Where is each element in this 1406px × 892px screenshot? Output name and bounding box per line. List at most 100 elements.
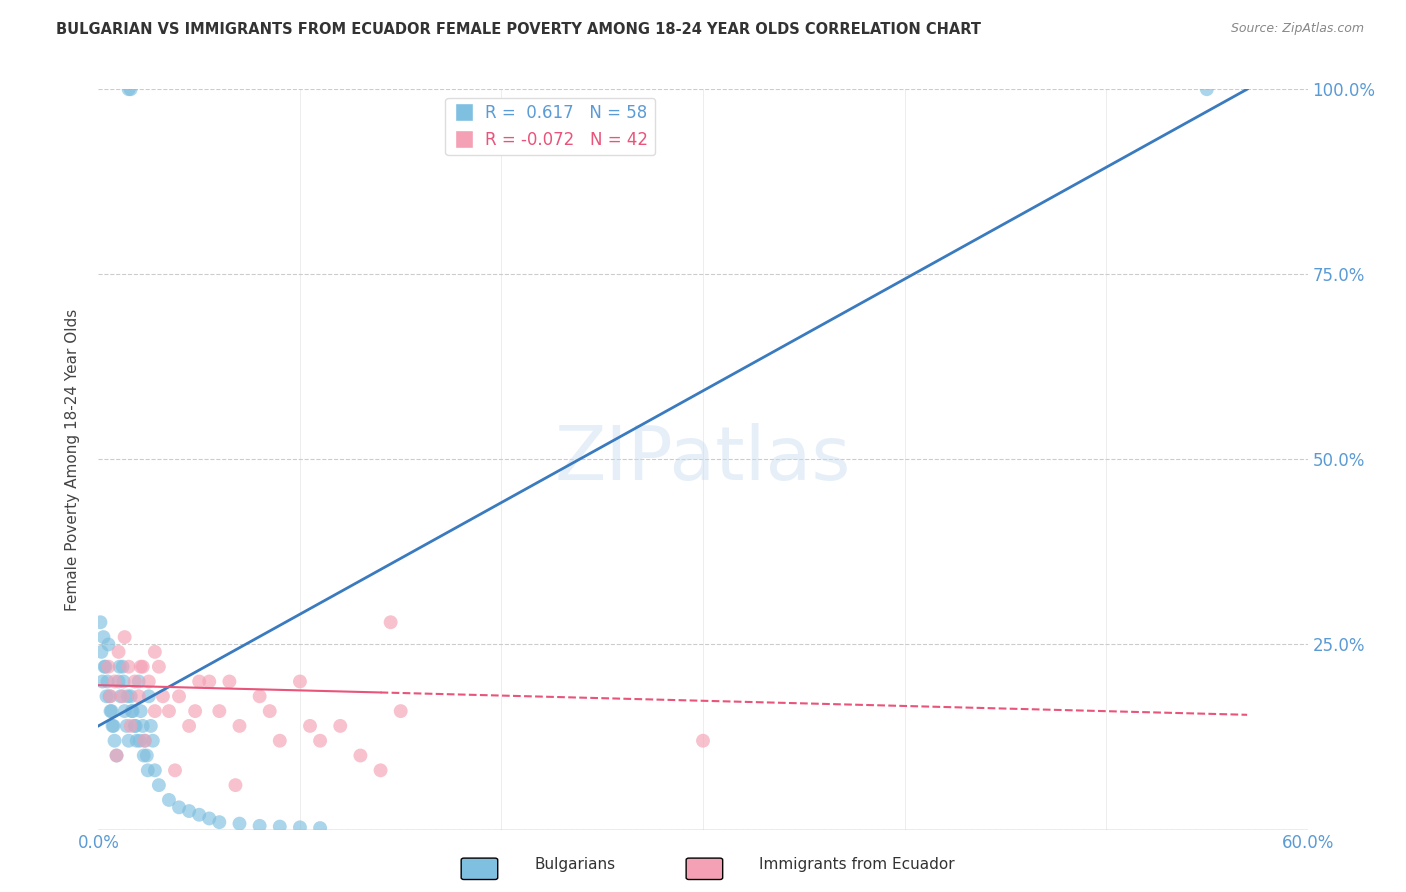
Point: [198, 674, 221, 689]
Point: [309, 821, 332, 835]
Point: [288, 821, 311, 835]
Point: [124, 674, 146, 689]
Point: [148, 659, 170, 673]
Point: [117, 690, 139, 704]
Point: [198, 812, 221, 826]
Point: [218, 674, 240, 689]
Point: [136, 764, 159, 778]
Point: [269, 733, 291, 747]
Point: [100, 704, 122, 718]
Text: Immigrants from Ecuador: Immigrants from Ecuador: [759, 857, 955, 872]
Point: [132, 659, 155, 673]
Point: [121, 704, 143, 718]
Legend: R =  0.617   N = 58, R = -0.072   N = 42: R = 0.617 N = 58, R = -0.072 N = 42: [446, 97, 655, 155]
Point: [93, 630, 115, 644]
Point: [98, 690, 121, 704]
Point: [370, 764, 392, 778]
Point: [100, 690, 122, 704]
Point: [120, 719, 142, 733]
Point: [103, 733, 125, 747]
Point: [138, 690, 160, 704]
Y-axis label: Female Poverty Among 18-24 Year Olds: Female Poverty Among 18-24 Year Olds: [65, 309, 80, 610]
Point: [148, 778, 170, 792]
Point: [103, 674, 125, 689]
Point: [108, 659, 131, 673]
Point: [90, 645, 112, 659]
Point: [224, 778, 246, 792]
Point: [114, 630, 136, 644]
Point: [143, 764, 166, 778]
Point: [135, 748, 157, 763]
Point: [107, 674, 129, 689]
Point: [120, 690, 142, 704]
Point: [129, 704, 152, 718]
Point: [142, 733, 165, 747]
Point: [111, 659, 134, 673]
Point: [179, 719, 201, 733]
Point: [349, 748, 371, 763]
Text: Bulgarians: Bulgarians: [534, 857, 616, 872]
Point: [93, 659, 115, 673]
Point: [249, 690, 271, 704]
Point: [128, 690, 150, 704]
Point: [118, 82, 141, 96]
Point: [167, 800, 190, 814]
Point: [188, 674, 211, 689]
Point: [208, 704, 231, 718]
Point: [100, 704, 122, 718]
Point: [692, 733, 714, 747]
Point: [110, 690, 132, 704]
Point: [97, 637, 120, 651]
Point: [309, 733, 332, 747]
Point: [125, 733, 148, 747]
Text: Source: ZipAtlas.com: Source: ZipAtlas.com: [1230, 22, 1364, 36]
Point: [128, 733, 150, 747]
Point: [97, 659, 120, 673]
Point: [134, 733, 156, 747]
Point: [157, 704, 180, 718]
Point: [143, 645, 166, 659]
Point: [134, 733, 156, 747]
Point: [118, 659, 141, 673]
Point: [228, 816, 250, 830]
Point: [120, 82, 142, 96]
Point: [179, 804, 201, 818]
Point: [389, 704, 412, 718]
Point: [163, 764, 186, 778]
Point: [167, 690, 190, 704]
Point: [139, 719, 162, 733]
Point: [188, 807, 211, 822]
Text: ZIPatlas: ZIPatlas: [555, 423, 851, 496]
Point: [288, 674, 311, 689]
Point: [94, 659, 117, 673]
Point: [132, 719, 155, 733]
Point: [208, 815, 231, 830]
Point: [228, 719, 250, 733]
Point: [115, 719, 138, 733]
Point: [299, 719, 322, 733]
Point: [105, 748, 128, 763]
Point: [329, 719, 352, 733]
Point: [89, 615, 111, 630]
Point: [124, 719, 146, 733]
Point: [91, 674, 114, 689]
Point: [152, 690, 174, 704]
Point: [125, 719, 148, 733]
Point: [96, 674, 118, 689]
Point: [128, 674, 150, 689]
Point: [118, 733, 141, 747]
Point: [380, 615, 402, 630]
Point: [112, 674, 135, 689]
Point: [114, 704, 136, 718]
Point: [107, 645, 129, 659]
Point: [143, 704, 166, 718]
Point: [103, 719, 125, 733]
Point: [249, 819, 271, 833]
Point: [132, 748, 155, 763]
Point: [269, 820, 291, 834]
Point: [184, 704, 207, 718]
Point: [101, 719, 124, 733]
Point: [259, 704, 281, 718]
Point: [121, 704, 143, 718]
Point: [138, 674, 160, 689]
